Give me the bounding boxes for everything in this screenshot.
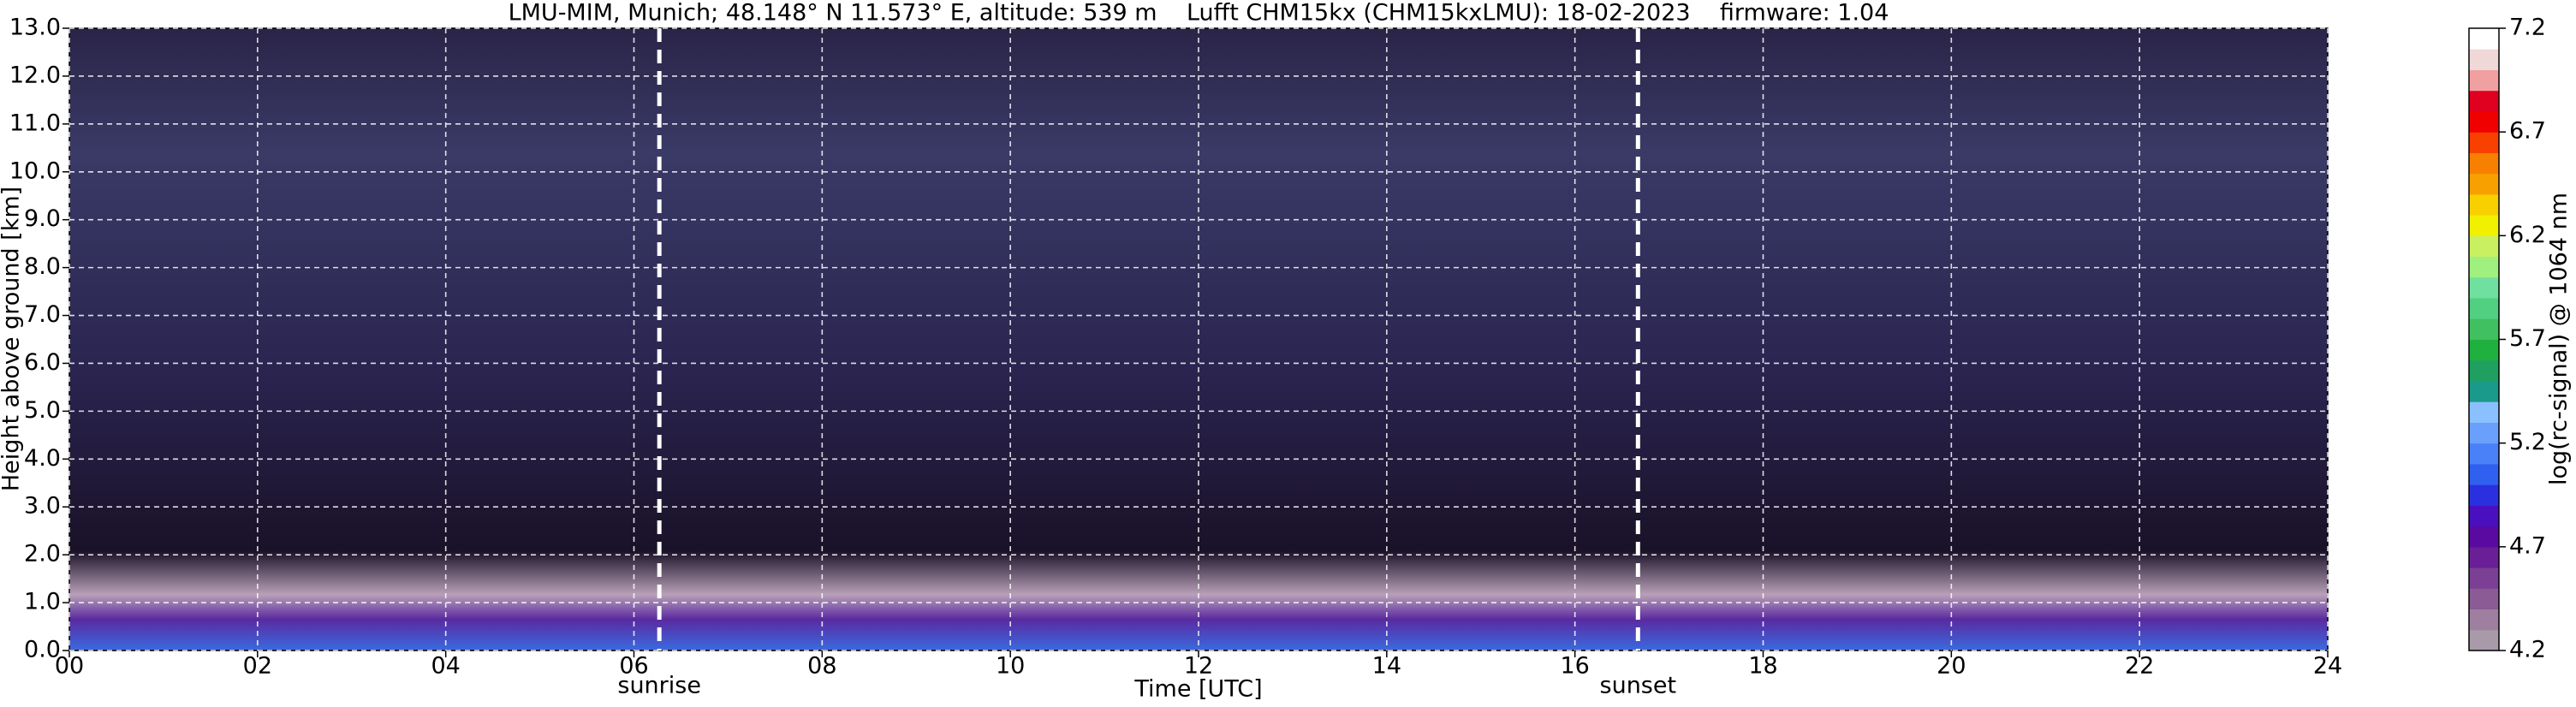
chart-title: LMU-MIM, Munich; 48.148° N 11.573° E, al…	[509, 0, 1889, 27]
colorbar-swatch	[2469, 484, 2499, 506]
colorbar-swatch	[2469, 339, 2499, 361]
colorbar-swatch	[2469, 609, 2499, 631]
y-tick-label: 8.0	[24, 253, 61, 280]
x-tick-label: 18	[1748, 653, 1777, 680]
colorbar-swatch	[2469, 215, 2499, 236]
x-tick-label: 00	[55, 653, 84, 680]
y-tick-label: 2.0	[24, 541, 61, 567]
colorbar-swatch	[2469, 69, 2499, 92]
colorbar-swatch	[2469, 256, 2499, 278]
y-tick-label: 4.0	[24, 445, 61, 472]
colorbar-swatch	[2469, 49, 2499, 70]
colorbar-swatch	[2469, 380, 2499, 402]
y-tick-label: 9.0	[24, 205, 61, 232]
y-tick-label: 12.0	[9, 62, 61, 88]
colorbar-tick-label: 5.2	[2509, 429, 2546, 455]
y-tick-label: 5.0	[24, 397, 61, 424]
x-tick-label: 02	[243, 653, 272, 680]
colorbar-swatch	[2469, 110, 2499, 133]
colorbar-swatch	[2469, 505, 2499, 527]
x-tick-label: 20	[1936, 653, 1966, 680]
x-tick-label: 22	[2125, 653, 2154, 680]
colorbar-tick-label: 6.2	[2509, 222, 2546, 248]
annotation-label: sunrise	[617, 673, 701, 699]
x-tick-label: 12	[1184, 653, 1213, 680]
y-tick-label: 7.0	[24, 301, 61, 328]
colorbar-swatch	[2469, 28, 2499, 50]
colorbar-swatch	[2469, 359, 2499, 382]
x-axis-label: Time [UTC]	[1133, 676, 1262, 703]
colorbar-swatch	[2469, 443, 2499, 465]
colorbar-tick-label: 4.2	[2509, 637, 2546, 663]
colorbar-swatch	[2469, 401, 2499, 423]
annotation-label: sunset	[1600, 673, 1677, 699]
colorbar-swatch	[2469, 90, 2499, 112]
y-tick-label: 1.0	[24, 589, 61, 615]
colorbar-label: log(rc-signal) @ 1064 nm	[2546, 193, 2573, 485]
y-axis-label: Height above ground [km]	[0, 187, 25, 491]
y-tick-label: 11.0	[9, 110, 61, 136]
colorbar-swatch	[2469, 422, 2499, 444]
colorbar-swatch	[2469, 546, 2499, 568]
colorbar-tick-label: 5.7	[2509, 325, 2546, 352]
x-tick-label: 10	[996, 653, 1025, 680]
x-tick-label: 24	[2313, 653, 2342, 680]
colorbar-tick-label: 4.7	[2509, 532, 2546, 559]
y-tick-label: 10.0	[9, 157, 61, 184]
x-tick-label: 06	[619, 653, 648, 680]
colorbar-swatch	[2469, 588, 2499, 610]
colorbar-swatch	[2469, 152, 2499, 175]
y-tick-label: 13.0	[9, 15, 61, 41]
x-tick-label: 08	[807, 653, 836, 680]
colorbar-swatch	[2469, 173, 2499, 195]
x-tick-label: 14	[1372, 653, 1401, 680]
colorbar-swatch	[2469, 276, 2499, 299]
colorbar-swatch	[2469, 132, 2499, 153]
colorbar-tick-label: 7.2	[2509, 15, 2546, 41]
colorbar-swatch	[2469, 526, 2499, 548]
y-tick-label: 6.0	[24, 349, 61, 376]
colorbar-swatch	[2469, 193, 2499, 216]
y-tick-label: 0.0	[24, 637, 61, 663]
x-tick-label: 16	[1560, 653, 1589, 680]
colorbar-swatch	[2469, 567, 2499, 589]
x-tick-label: 04	[431, 653, 460, 680]
colorbar-swatch	[2469, 629, 2499, 651]
colorbar-swatch	[2469, 235, 2499, 258]
colorbar-swatch	[2469, 318, 2499, 340]
colorbar-swatch	[2469, 298, 2499, 319]
colorbar-swatch	[2469, 463, 2499, 485]
y-tick-label: 3.0	[24, 493, 61, 520]
colorbar-tick-label: 6.7	[2509, 118, 2546, 145]
